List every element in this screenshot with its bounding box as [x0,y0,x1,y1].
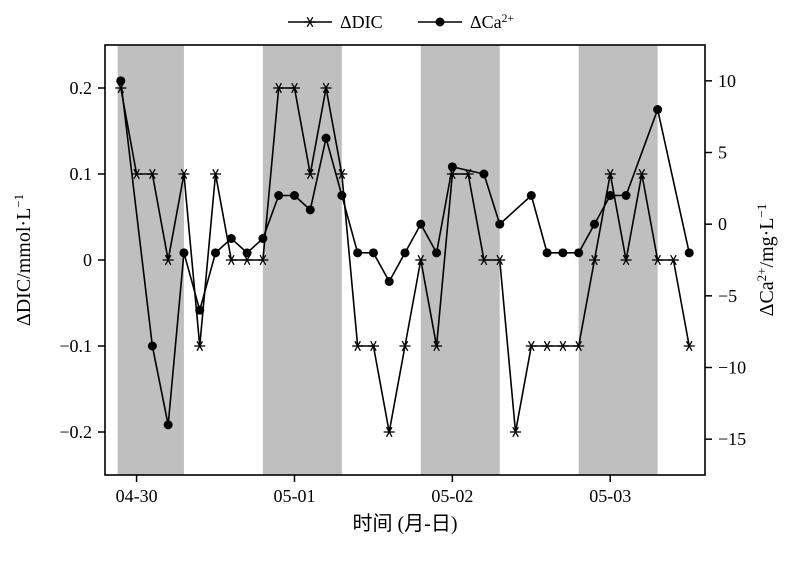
circle-marker [322,134,331,143]
circle-marker [558,248,567,257]
y-left-tick-label: 0 [83,250,92,270]
y-right-axis-label: ΔCa2+/mg·L−1 [754,204,779,317]
x-tick-label: 04-30 [116,486,158,506]
y-left-tick-label: −0.1 [59,336,92,356]
y-right-tick-label: 0 [718,214,727,234]
circle-marker [432,248,441,257]
legend-label: ΔDIC [340,12,383,32]
circle-marker [337,191,346,200]
y-right-tick-label: −5 [718,286,737,306]
circle-marker [653,105,662,114]
y-left-tick-label: 0.2 [70,78,93,98]
circle-marker [290,191,299,200]
circle-marker [369,248,378,257]
circle-marker [401,248,410,257]
night-band [118,45,184,475]
circle-marker [479,170,488,179]
legend: ΔDIC ΔCa2+ [288,12,514,33]
circle-marker [622,191,631,200]
circle-marker [243,248,252,257]
circle-marker [179,248,188,257]
circle-marker [416,220,425,229]
asterisk-marker [305,17,316,27]
y-left-tick-label: 0.1 [70,164,93,184]
circle-marker [527,191,536,200]
y-right-tick-label: −15 [718,429,746,449]
circle-marker [353,248,362,257]
legend-label: ΔCa2+ [470,12,514,33]
circle-marker [495,220,504,229]
x-axis-label: 时间 (月-日) [353,512,458,535]
circle-marker [436,18,445,27]
circle-marker [590,220,599,229]
circle-marker [574,248,583,257]
x-axis: 04-30 05-01 05-02 05-03 [116,475,632,506]
circle-marker [543,248,552,257]
y-right-tick-label: 5 [718,143,727,163]
circle-marker [685,248,694,257]
circle-marker [195,306,204,315]
circle-marker [227,234,236,243]
circle-marker [258,234,267,243]
y-left-axis-label: ΔDIC/mmol·L−1 [11,194,36,326]
y-left-tick-label: −0.2 [59,422,92,442]
chart-container: 04-30 05-01 05-02 05-03 时间 (月-日) −0.2 −0.1 0 0.1… [0,0,800,569]
circle-marker [148,342,157,351]
x-tick-label: 05-02 [431,486,473,506]
x-tick-label: 05-01 [273,486,315,506]
circle-marker [116,76,125,85]
y-right-tick-label: −10 [718,358,746,378]
circle-marker [448,162,457,171]
chart-svg: 04-30 05-01 05-02 05-03 时间 (月-日) −0.2 −0.1 0 0.1… [0,0,800,569]
circle-marker [306,205,315,214]
circle-marker [385,277,394,286]
circle-marker [274,191,283,200]
circle-marker [164,420,173,429]
y-right-tick-label: 10 [718,71,736,91]
circle-marker [606,191,615,200]
y-left-axis: −0.2 −0.1 0 0.1 0.2 [59,78,105,442]
y-right-axis: −15 −10 −5 0 5 10 [705,71,746,449]
circle-marker [211,248,220,257]
x-tick-label: 05-03 [589,486,631,506]
